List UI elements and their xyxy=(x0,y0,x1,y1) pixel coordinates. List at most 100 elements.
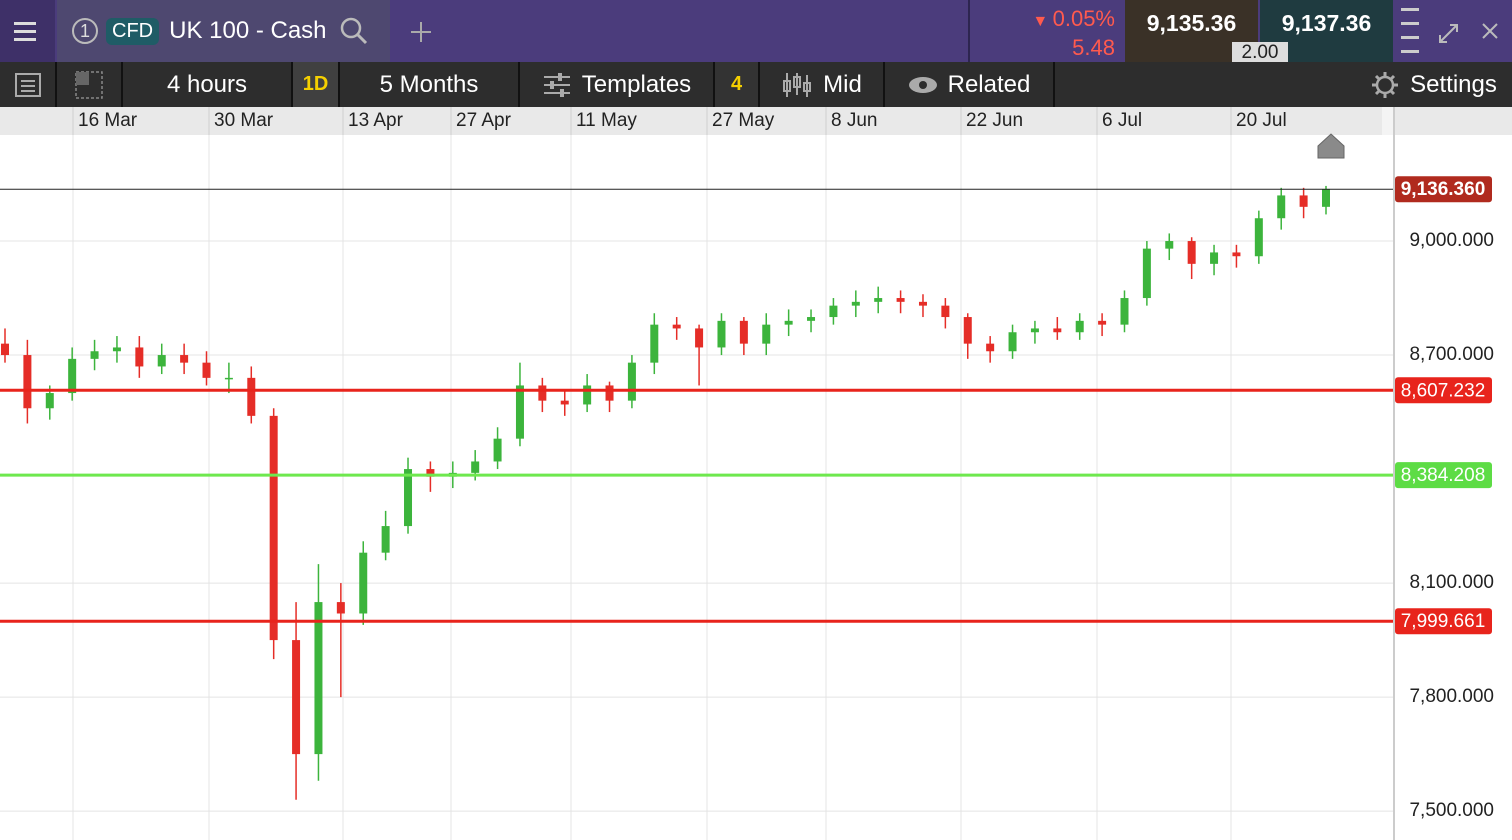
candle-body xyxy=(650,324,659,363)
price-line-label: 8,384.208 xyxy=(1401,465,1486,486)
candle-body xyxy=(807,317,816,321)
candle-body xyxy=(739,320,748,344)
x-tick-label: 22 Jun xyxy=(966,110,1023,131)
y-tick-label: 7,500.000 xyxy=(1409,800,1494,821)
templates-button[interactable]: Templates xyxy=(520,62,715,107)
candle-body xyxy=(918,301,927,306)
change-percent: ▼ 0.05% xyxy=(1032,6,1115,31)
candle-body xyxy=(963,317,972,344)
instrument-tab[interactable]: 1 CFD UK 100 - Cash xyxy=(57,0,390,62)
candle-body xyxy=(717,320,726,348)
date-axis-bar xyxy=(0,107,1512,135)
spread: 2.00 xyxy=(1232,42,1288,64)
candle-body xyxy=(1322,189,1330,207)
candle-body xyxy=(1254,218,1263,257)
candle-body xyxy=(180,355,189,363)
candle-body xyxy=(1299,195,1308,207)
instrument-name: UK 100 - Cash xyxy=(169,17,327,44)
candle-body xyxy=(1098,320,1107,325)
expand-icon[interactable] xyxy=(1439,24,1458,43)
template-count: 4 xyxy=(715,62,760,107)
candle-body xyxy=(112,347,121,352)
x-tick-label: 27 May xyxy=(712,110,775,131)
candle-body xyxy=(1165,241,1174,249)
price-line-label-box xyxy=(1395,462,1492,489)
candle-body xyxy=(851,301,860,306)
candle-body xyxy=(68,358,77,394)
candle-body xyxy=(784,320,793,325)
home-marker[interactable] xyxy=(1317,133,1345,159)
candle-body xyxy=(605,385,614,401)
candle-body xyxy=(471,461,480,473)
tab-number: 1 xyxy=(72,18,98,44)
candle-body xyxy=(269,415,278,641)
candle-body xyxy=(896,298,905,302)
templates-label: Templates xyxy=(581,70,692,98)
candle-body xyxy=(135,347,144,367)
change-pct-value: 0.05% xyxy=(1052,6,1115,31)
candle-body xyxy=(627,362,636,401)
interval[interactable]: 4 hours xyxy=(123,62,293,107)
candle-body xyxy=(90,351,99,359)
window-controls xyxy=(1401,8,1498,53)
x-tick-label: 30 Mar xyxy=(214,110,274,131)
candle-body xyxy=(672,324,681,329)
settings-label: Settings xyxy=(1410,70,1497,98)
range[interactable]: 5 Months xyxy=(340,62,520,107)
candle-body xyxy=(941,305,950,318)
price-line-label-box xyxy=(1395,176,1492,203)
candle-body xyxy=(986,343,995,352)
candle-body xyxy=(1008,332,1017,352)
y-tick-label: 8,700.000 xyxy=(1409,344,1494,365)
x-tick-label: 16 Mar xyxy=(78,110,138,131)
ask-price[interactable]: 9,137.36 xyxy=(1260,0,1393,62)
y-tick-label: 7,800.000 xyxy=(1409,686,1494,707)
candle-body xyxy=(359,552,368,614)
price-mode-label: Mid xyxy=(823,70,862,98)
y-tick-label: 8,100.000 xyxy=(1409,572,1494,593)
cfd-badge: CFD xyxy=(106,17,160,45)
candle-body xyxy=(538,385,547,401)
candle-body xyxy=(874,298,883,302)
search-icon[interactable] xyxy=(337,14,371,48)
x-tick-label: 6 Jul xyxy=(1102,110,1142,131)
change-box: ▼ 0.05% 5.48 xyxy=(968,0,1125,62)
candle-body xyxy=(202,362,211,378)
list-button[interactable] xyxy=(0,62,57,107)
candle-body xyxy=(1187,241,1196,264)
candle-body xyxy=(762,324,771,344)
menu-button[interactable] xyxy=(0,0,55,62)
candle-body xyxy=(381,526,390,553)
candle-body xyxy=(404,469,413,527)
axis-border xyxy=(1393,107,1395,840)
candle-body xyxy=(829,305,838,318)
candle-body xyxy=(1053,328,1062,333)
price-line-label: 7,999.661 xyxy=(1401,611,1486,632)
candle-body xyxy=(247,377,256,416)
candle-body xyxy=(45,393,54,409)
candle-body xyxy=(1030,328,1039,333)
price-line-label-box xyxy=(1395,608,1492,635)
candle-body xyxy=(336,602,345,614)
x-tick-label: 13 Apr xyxy=(348,110,404,131)
layout-button[interactable] xyxy=(57,62,123,107)
price-line-label: 8,607.232 xyxy=(1401,380,1486,401)
candle-body xyxy=(560,400,569,405)
candle-body xyxy=(1210,252,1219,264)
candle-body xyxy=(224,377,233,380)
chart-toolbar: 4 hours 1D 5 Months Templates 4 Mid Rela… xyxy=(0,62,1512,107)
add-tab[interactable] xyxy=(405,16,437,48)
related-button[interactable]: Related xyxy=(885,62,1055,107)
price-mode[interactable]: Mid xyxy=(760,62,885,107)
candle-body xyxy=(493,438,502,462)
top-bar: 1 CFD UK 100 - Cash ▼ 0.05% 5.48 9,135.3… xyxy=(0,0,1512,64)
x-tick-label: 8 Jun xyxy=(831,110,877,131)
period-badge[interactable]: 1D xyxy=(293,62,340,107)
close-icon[interactable] xyxy=(1482,23,1498,39)
candle-body xyxy=(314,602,323,755)
settings-button[interactable]: Settings xyxy=(1355,62,1512,107)
candle-body xyxy=(583,385,592,405)
y-tick-label: 9,000.000 xyxy=(1409,230,1494,251)
